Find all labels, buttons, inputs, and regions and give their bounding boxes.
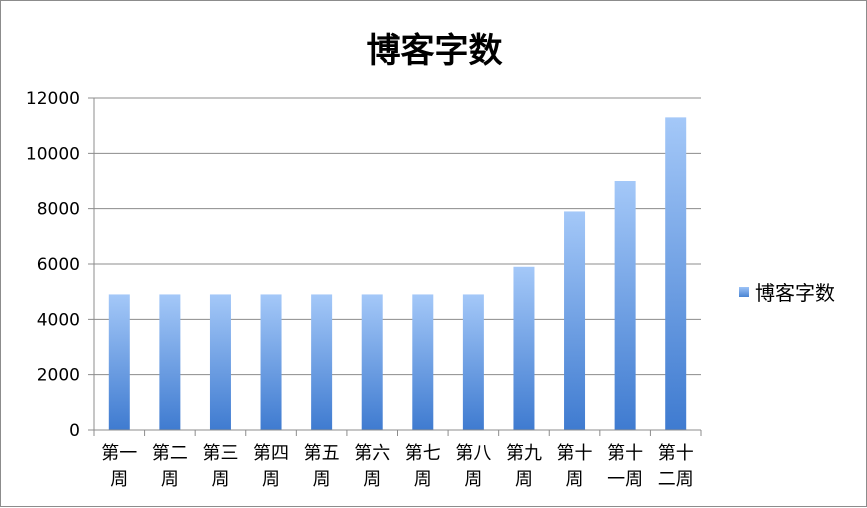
x-tick-label: 周 [363,469,381,490]
bar [260,294,282,430]
bar [311,294,333,430]
bar [412,294,434,430]
x-tick-label: 第十 [658,443,694,464]
x-tick-label: 第二 [152,443,188,464]
y-tick-label: 4000 [37,310,80,330]
legend-swatch [739,286,749,297]
x-tick-label: 第七 [405,443,441,464]
bar [209,294,231,430]
x-tick-label: 第四 [253,443,289,464]
x-tick-label: 第十 [557,443,593,464]
chart-title: 博客字数 [366,31,503,71]
x-tick-label: 第五 [304,443,340,464]
y-tick-label: 6000 [37,255,80,275]
bar [614,181,636,430]
x-tick-label: 周 [262,469,280,490]
bar [513,266,535,430]
x-tick-label: 一周 [607,469,643,490]
x-tick-label: 第九 [506,443,542,464]
bar [108,294,130,430]
y-tick-label: 2000 [37,366,80,386]
legend-label: 博客字数 [755,281,835,305]
bar [564,211,586,430]
x-tick-label: 二周 [658,469,694,490]
x-tick-label: 周 [211,469,229,490]
bar [665,117,687,430]
y-tick-label: 8000 [37,200,80,220]
y-tick-label: 12000 [26,89,80,109]
bar [361,294,383,430]
x-tick-label: 第一 [101,443,137,464]
x-tick-label: 周 [414,469,432,490]
y-tick-label: 0 [69,421,80,441]
x-tick-label: 周 [161,469,179,490]
bar [462,294,484,430]
x-tick-label: 第三 [202,443,238,464]
x-tick-label: 周 [464,469,482,490]
x-tick-label: 周 [110,469,128,490]
x-tick-label: 周 [566,469,584,490]
chart-legend: 博客字数 [739,277,835,306]
x-tick-label: 周 [515,469,533,490]
bar [159,294,181,430]
x-tick-label: 第十 [607,443,643,464]
x-tick-label: 第六 [354,443,390,464]
x-tick-label: 周 [313,469,331,490]
y-tick-label: 10000 [26,144,80,164]
x-tick-label: 第八 [455,443,491,464]
